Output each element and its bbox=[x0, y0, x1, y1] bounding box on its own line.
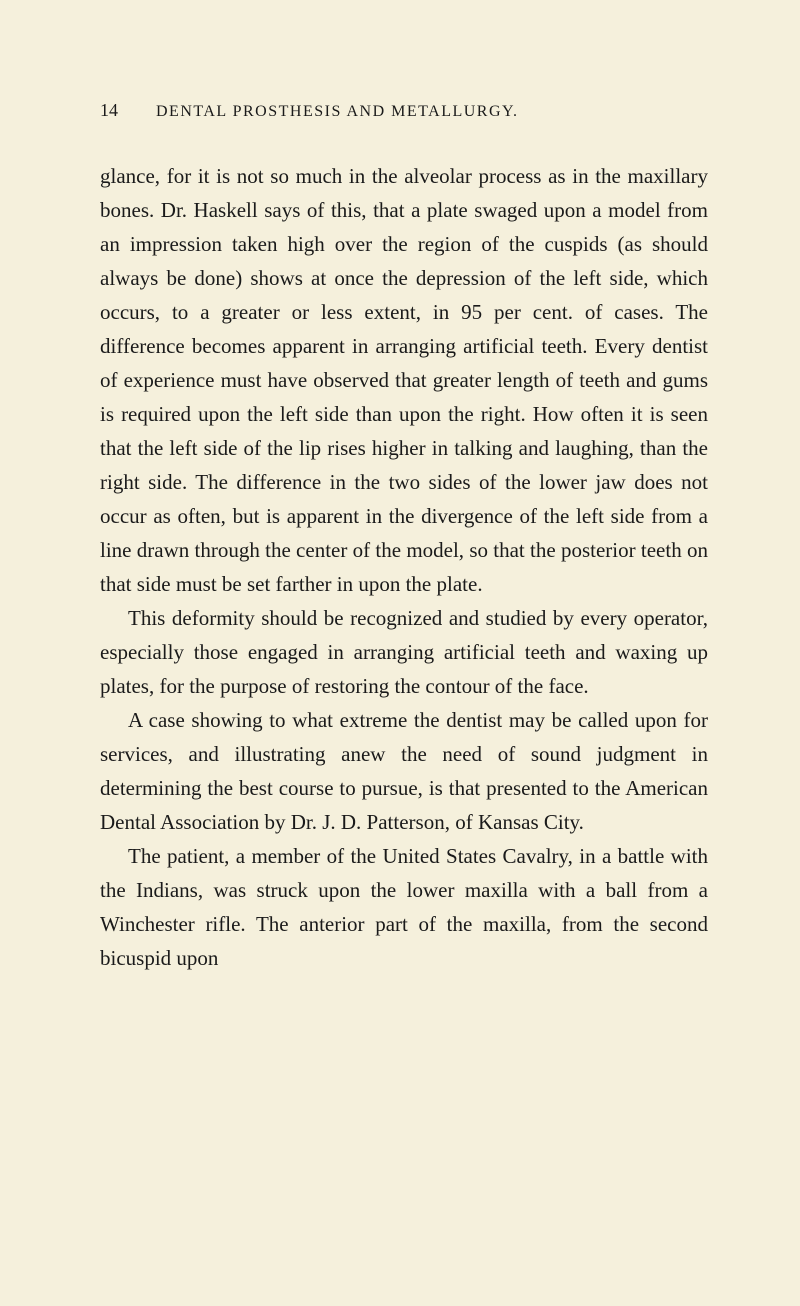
body-text: glance, for it is not so much in the alv… bbox=[100, 159, 708, 975]
page-number: 14 bbox=[100, 100, 118, 121]
page-container: 14 DENTAL PROSTHESIS AND METALLURGY. gla… bbox=[0, 0, 800, 1055]
paragraph: glance, for it is not so much in the alv… bbox=[100, 159, 708, 601]
paragraph: This deformity should be recognized and … bbox=[100, 601, 708, 703]
paragraph: The patient, a member of the United Stat… bbox=[100, 839, 708, 975]
paragraph: A case showing to what extreme the denti… bbox=[100, 703, 708, 839]
page-header: 14 DENTAL PROSTHESIS AND METALLURGY. bbox=[100, 100, 708, 121]
chapter-title: DENTAL PROSTHESIS AND METALLURGY. bbox=[156, 103, 519, 121]
